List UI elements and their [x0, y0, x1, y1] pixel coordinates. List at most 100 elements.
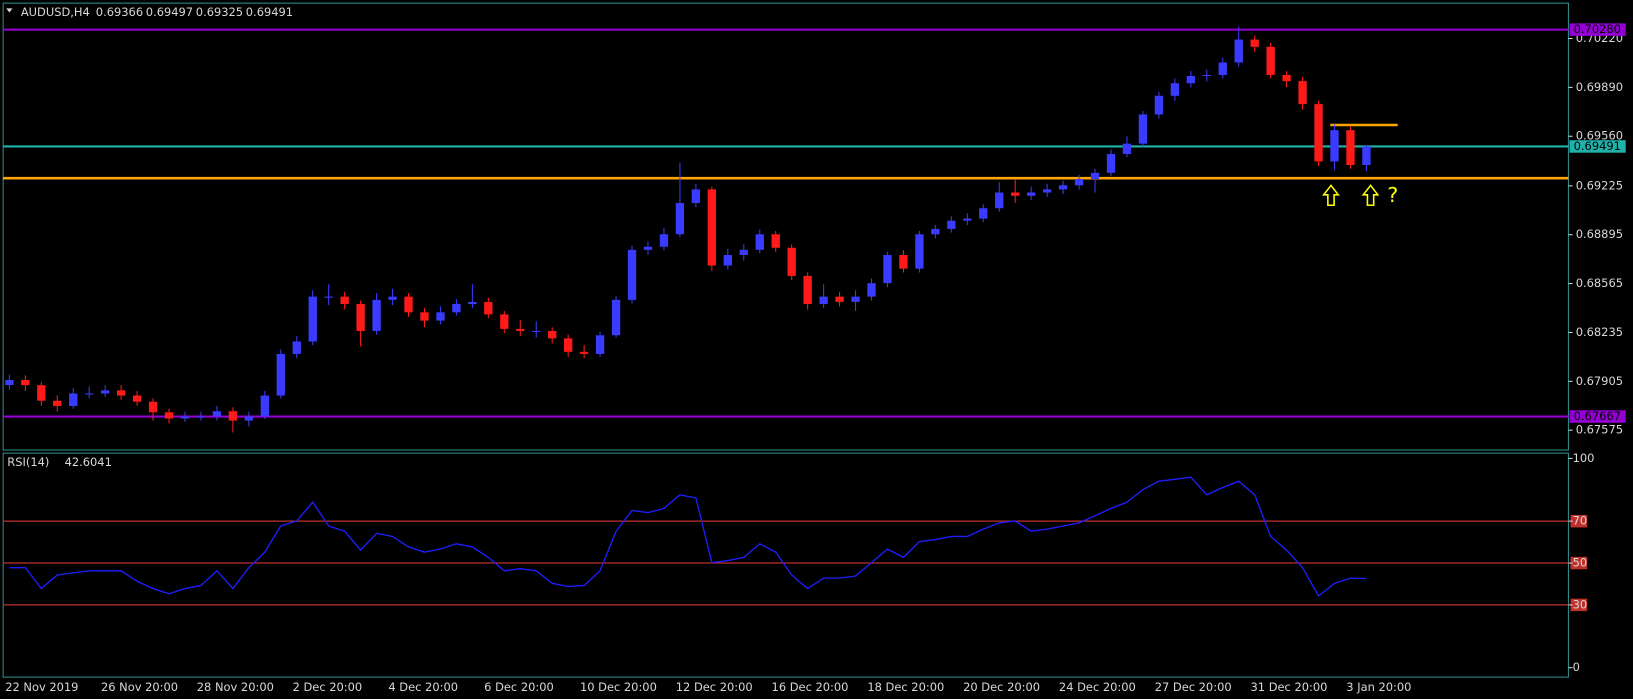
candle-body: [1250, 39, 1259, 47]
candle-body: [276, 353, 285, 396]
candle-body: [5, 379, 14, 386]
candle-body: [308, 296, 317, 342]
candle-body: [1202, 74, 1211, 76]
x-tick-label: 28 Nov 20:00: [197, 680, 274, 694]
y-tick-label: 0.68565: [1576, 276, 1623, 290]
ohlc-low: 0.69325: [196, 5, 243, 19]
x-tick-label: 10 Dec 20:00: [580, 680, 657, 694]
candle-body: [835, 296, 844, 302]
candle-body: [516, 328, 525, 331]
price-label: 0.70280: [1574, 22, 1621, 36]
rsi-line: [9, 476, 1367, 597]
candle-body: [1330, 130, 1339, 162]
main-frame: [2, 2, 1569, 451]
annotation: ?: [1387, 183, 1398, 207]
candle-body: [1026, 192, 1036, 196]
candle-body: [53, 400, 62, 407]
candle-body: [37, 385, 46, 401]
price-label: 0.67667: [1574, 409, 1621, 423]
y-tick-label: 70: [1573, 514, 1588, 528]
candle-body: [611, 299, 621, 336]
candle-body: [659, 234, 669, 247]
candle-body: [1282, 74, 1291, 82]
candle-body: [436, 312, 445, 321]
y-tick-label: 0.69890: [1576, 80, 1623, 94]
candle-body: [148, 401, 158, 413]
candle-body: [532, 330, 541, 333]
candle-body: [180, 416, 190, 419]
candle-body: [404, 296, 413, 313]
level-label-box: [1570, 556, 1588, 570]
x-tick-label: 6 Dec 20:00: [484, 680, 554, 694]
y-tick-label: 0.67905: [1576, 374, 1623, 388]
candle-body: [116, 390, 126, 396]
candle-body: [723, 255, 732, 266]
candle-body: [468, 301, 477, 305]
rsi-value: 42.6041: [65, 455, 112, 469]
price-label-box: [1569, 23, 1626, 36]
candle-body: [1266, 46, 1275, 75]
candle-body: [388, 296, 397, 300]
ohlc-high: 0.69497: [146, 5, 193, 19]
candle-body: [1362, 146, 1371, 165]
candle-body: [1218, 62, 1227, 75]
candle-body: [1298, 81, 1307, 105]
candle-body: [1186, 75, 1195, 84]
candle-body: [787, 247, 796, 276]
rsi-title: RSI(14): [7, 455, 49, 469]
candle-body: [675, 203, 685, 235]
y-tick-label: 0: [1573, 660, 1580, 674]
candle-body: [1058, 185, 1068, 190]
candle-body: [1314, 104, 1323, 162]
candle-body: [1074, 179, 1084, 186]
candle-body: [995, 192, 1004, 209]
candle-body: [452, 304, 461, 313]
candle-body: [803, 275, 812, 305]
candle-body: [1011, 192, 1020, 196]
candle-body: [979, 208, 988, 219]
candle-body: [643, 246, 653, 250]
candle-body: [739, 249, 748, 256]
y-tick-label: 0.67575: [1576, 423, 1623, 437]
x-tick-label: 22 Nov 2019: [5, 680, 78, 694]
x-tick-label: 18 Dec 20:00: [867, 680, 944, 694]
price-label-box: [1569, 140, 1626, 153]
candle-body: [1106, 154, 1116, 173]
candle-body: [1234, 39, 1243, 63]
candle-body: [340, 296, 349, 305]
y-tick-label: 0.68895: [1576, 227, 1623, 241]
chart-title: AUDUSD,H4: [21, 5, 90, 19]
x-tick-label: 26 Nov 20:00: [101, 680, 178, 694]
x-tick-label: 24 Dec 20:00: [1059, 680, 1136, 694]
candle-body: [963, 218, 972, 221]
candle-body: [899, 255, 908, 269]
candle-body: [627, 249, 637, 300]
candle-body: [228, 411, 238, 421]
candle-body: [771, 234, 780, 248]
candle-body: [164, 412, 174, 419]
candle-body: [101, 390, 110, 394]
candle-body: [915, 234, 924, 269]
x-tick-label: 3 Jan 20:00: [1346, 680, 1411, 694]
candle-body: [212, 411, 222, 417]
candle-body: [691, 189, 701, 204]
candle-body: [755, 234, 764, 250]
x-tick-label: 16 Dec 20:00: [772, 680, 849, 694]
candle-body: [420, 312, 429, 321]
candle-body: [579, 351, 589, 354]
y-tick-label: 0.68235: [1576, 325, 1623, 339]
candle-body: [21, 379, 30, 386]
candle-body: [292, 341, 301, 354]
arrow-up: [1322, 184, 1340, 207]
level-label-box: [1570, 514, 1588, 528]
x-tick-label: 31 Dec 20:00: [1251, 680, 1328, 694]
candle-body: [69, 393, 78, 407]
candle-body: [85, 393, 94, 395]
candle-body: [1042, 189, 1052, 193]
candle-body: [1346, 130, 1355, 165]
candle-body: [883, 255, 892, 284]
x-tick-label: 20 Dec 20:00: [963, 680, 1040, 694]
candle-body: [244, 416, 254, 421]
x-tick-label: 4 Dec 20:00: [388, 680, 458, 694]
